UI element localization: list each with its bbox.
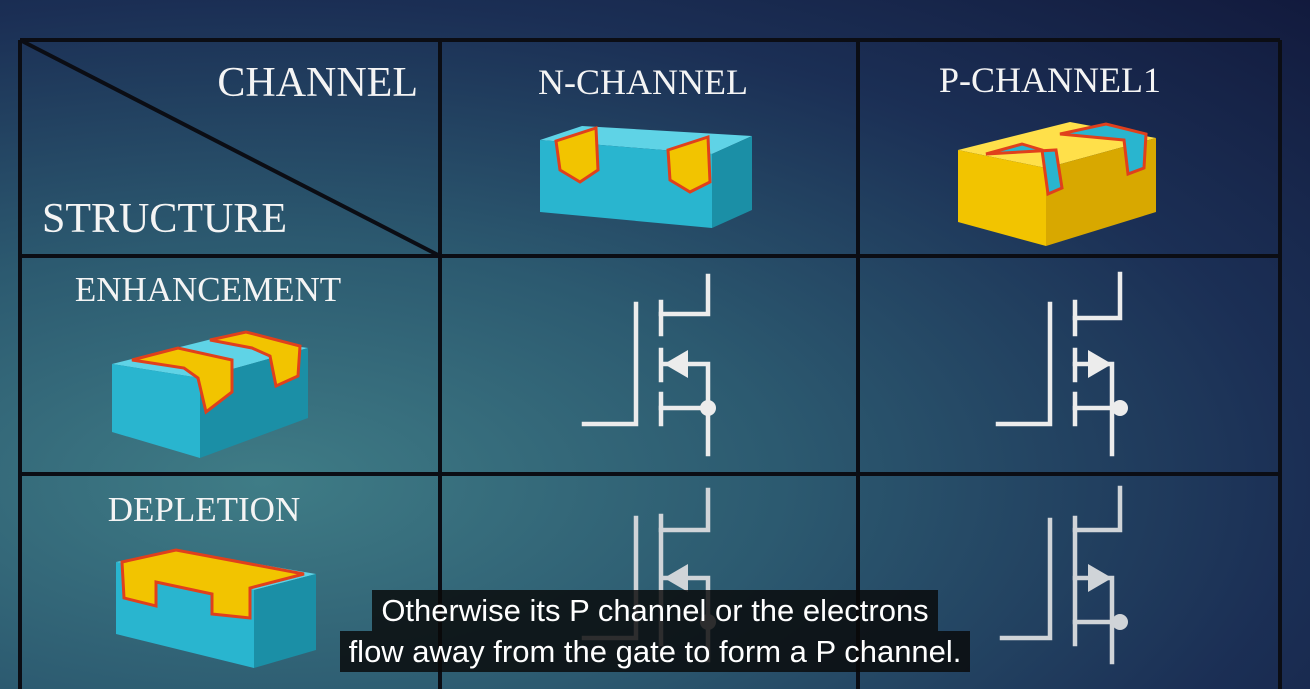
subtitle-overlay: Otherwise its P channel or the electrons… bbox=[0, 590, 1310, 672]
col-header-p-channel: P-CHANNEL1 bbox=[939, 60, 1161, 100]
row-header-depletion: DEPLETION bbox=[108, 490, 300, 529]
p-depletion-mosfet-symbol bbox=[999, 485, 1128, 665]
n-enhancement-mosfet-symbol bbox=[581, 273, 716, 457]
subtitle-line-2: flow away from the gate to form a P chan… bbox=[339, 631, 971, 672]
table-grid bbox=[18, 38, 1282, 689]
p-channel-block-icon bbox=[958, 122, 1156, 246]
row-header-enhancement: ENHANCEMENT bbox=[75, 270, 341, 309]
col-header-n-channel: N-CHANNEL bbox=[538, 62, 748, 102]
corner-diagonal bbox=[19, 38, 441, 258]
enhancement-block-icon bbox=[112, 330, 308, 458]
corner-label-structure: STRUCTURE bbox=[42, 196, 287, 242]
depletion-block-icon bbox=[116, 548, 316, 668]
corner-label-channel: CHANNEL bbox=[217, 60, 418, 106]
n-channel-block-icon bbox=[540, 125, 752, 228]
subtitle-line-1: Otherwise its P channel or the electrons bbox=[372, 590, 938, 631]
p-enhancement-mosfet-symbol bbox=[995, 271, 1128, 457]
